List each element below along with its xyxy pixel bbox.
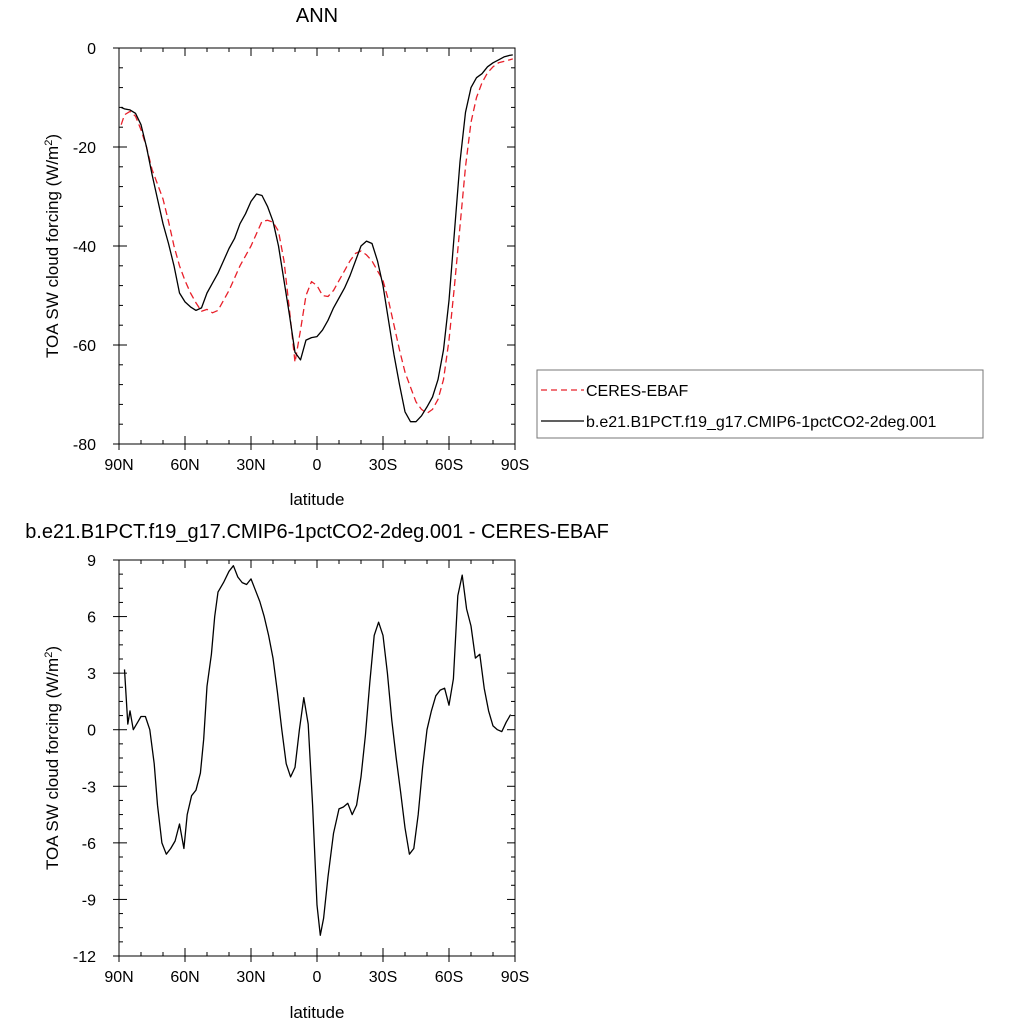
- top-chart-panel: ANN 90N 60N 30N 0 30S 60S 90S 0 -20 -40 -60 -80 lat…: [43, 5, 529, 509]
- top-chart-frame: [118, 47, 516, 445]
- top-chart-ylabel: TOA SW cloud forcing (W/m2): [43, 134, 62, 358]
- top-x-tick-label: 60N: [170, 457, 199, 474]
- legend-box: [536, 369, 984, 439]
- top-y-tick-label: 0: [87, 41, 96, 58]
- bottom-chart-frame: [118, 559, 516, 957]
- bottom-chart-ylabel-end: ): [43, 646, 62, 652]
- bottom-x-tick-label: 30S: [369, 969, 397, 986]
- top-y-tick-label: -80: [73, 437, 96, 454]
- chart-legend: CERES-EBAF b.e21.B1PCT.f19_g17.CMIP6-1pc…: [536, 369, 984, 439]
- top-series-line-1: [120, 54, 513, 423]
- bottom-series-line-0: [123, 565, 512, 936]
- bottom-y-tick-label: -3: [82, 779, 96, 796]
- bottom-chart-xlabel: latitude: [290, 1003, 345, 1022]
- top-y-tick-label: -20: [73, 140, 96, 157]
- top-x-tick-label: 90S: [501, 457, 529, 474]
- bottom-y-tick-label: -12: [73, 949, 96, 966]
- top-chart-xlabel: latitude: [290, 490, 345, 509]
- bottom-chart-series: [123, 565, 512, 936]
- bottom-chart-ylabel-sup: 2: [43, 652, 55, 658]
- legend-label-ceres: CERES-EBAF: [586, 383, 688, 400]
- top-chart-title: ANN: [296, 5, 338, 27]
- bottom-y-tick-label: 0: [87, 723, 96, 740]
- top-series-line-0: [120, 58, 513, 414]
- bottom-chart-ylabel-base: TOA SW cloud forcing (W/m: [43, 658, 62, 870]
- bottom-y-tick-label: -6: [82, 836, 96, 853]
- bottom-y-tick-label: 6: [87, 610, 96, 627]
- bottom-y-tick-label: -9: [82, 892, 96, 909]
- top-y-tick-label: -40: [73, 239, 96, 256]
- top-x-tick-label: 30S: [369, 457, 397, 474]
- bottom-y-tick-label: 9: [87, 553, 96, 570]
- bottom-x-tick-label: 90S: [501, 969, 529, 986]
- top-chart-ticks: 90N 60N 30N 0 30S 60S 90S 0 -20 -40 -60 -80: [73, 41, 529, 474]
- bottom-x-tick-label: 60N: [170, 969, 199, 986]
- bottom-chart-title: b.e21.B1PCT.f19_g17.CMIP6-1pctCO2-2deg.0…: [25, 521, 609, 543]
- bottom-x-tick-label: 0: [313, 969, 322, 986]
- bottom-x-tick-label: 60S: [435, 969, 463, 986]
- top-x-tick-label: 0: [313, 457, 322, 474]
- bottom-chart-ylabel: TOA SW cloud forcing (W/m2): [43, 646, 62, 870]
- bottom-y-tick-label: 3: [87, 666, 96, 683]
- top-y-tick-label: -60: [73, 338, 96, 355]
- top-x-tick-label: 90N: [104, 457, 133, 474]
- top-chart-ylabel-base: TOA SW cloud forcing (W/m: [43, 146, 62, 358]
- top-chart-ylabel-sup: 2: [43, 140, 55, 146]
- top-x-tick-label: 30N: [236, 457, 265, 474]
- bottom-chart-ticks: 90N 60N 30N 0 30S 60S 90S 9 6 3 0 -3 -6 -9 -12: [73, 553, 529, 986]
- top-x-tick-label: 60S: [435, 457, 463, 474]
- top-chart-ylabel-end: ): [43, 134, 62, 140]
- bottom-x-tick-label: 90N: [104, 969, 133, 986]
- bottom-chart-panel: b.e21.B1PCT.f19_g17.CMIP6-1pctCO2-2deg.0…: [25, 521, 609, 1022]
- bottom-x-tick-label: 30N: [236, 969, 265, 986]
- top-chart-series: [120, 54, 513, 423]
- legend-label-model: b.e21.B1PCT.f19_g17.CMIP6-1pctCO2-2deg.0…: [586, 414, 937, 431]
